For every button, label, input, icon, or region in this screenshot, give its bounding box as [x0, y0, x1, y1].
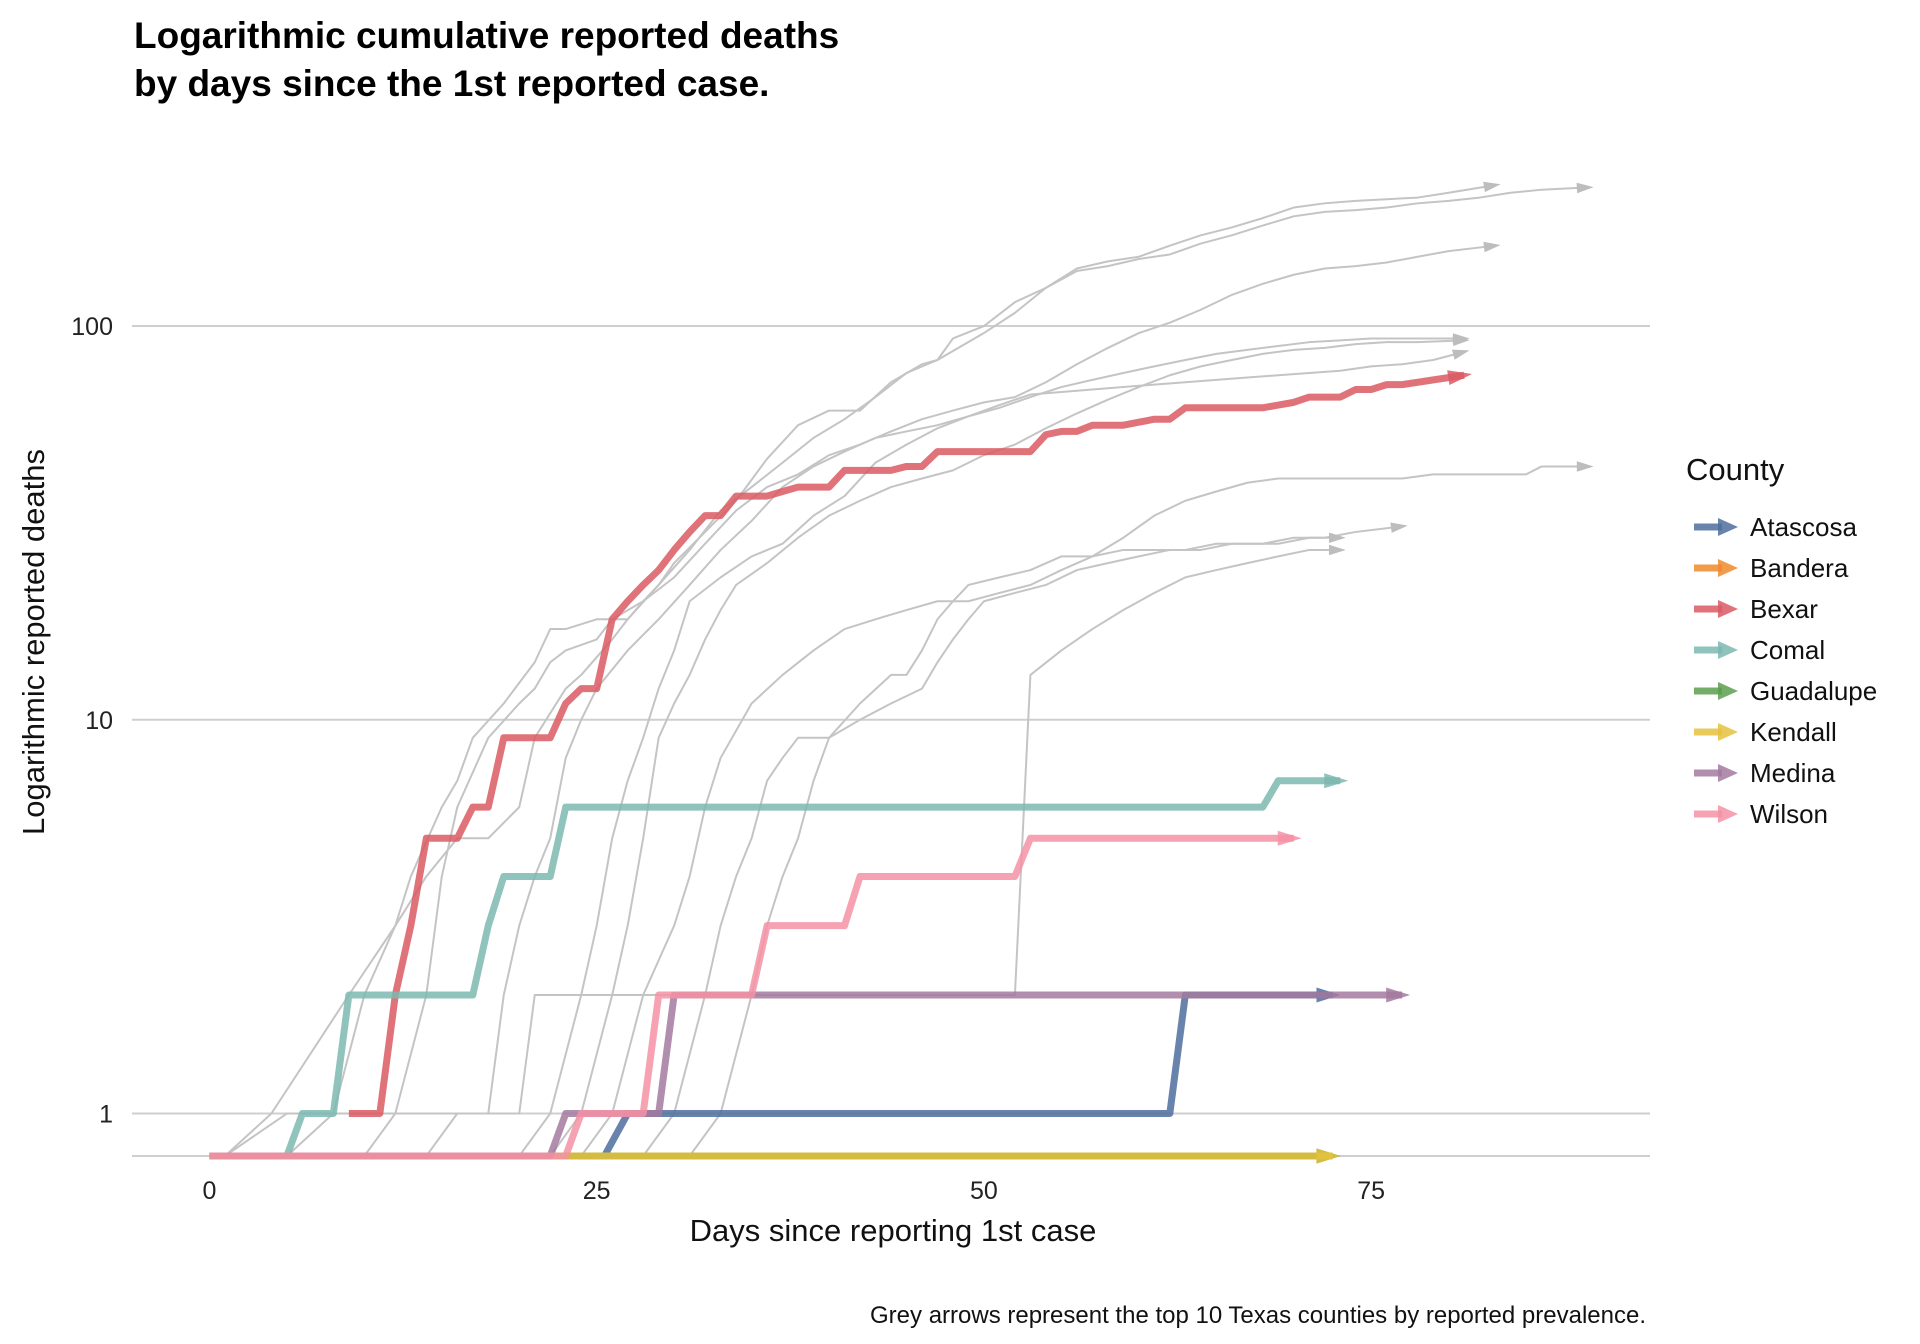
- legend: County Atascosa Bandera Bexar Comal Guadalup…: [1686, 452, 1877, 829]
- axis-ticks: 1 10 100 0 25 50 75: [71, 313, 1385, 1205]
- reference-county-arrowhead: [1483, 241, 1501, 253]
- reference-county-arrowhead: [1452, 335, 1470, 347]
- legend-key-arrow-bandera: [1718, 559, 1738, 577]
- series-line-wilson: [209, 834, 1294, 1160]
- legend-key-arrow-wilson: [1718, 805, 1738, 823]
- x-tick-label: 25: [583, 1177, 611, 1205]
- series-line-medina: [209, 991, 1403, 1160]
- reference-county-line: [580, 465, 1589, 1157]
- legend-label-bandera: Bandera: [1750, 553, 1849, 583]
- series-arrowhead-medina: [1386, 987, 1411, 1003]
- reference-county-line: [286, 184, 1496, 1157]
- y-tick-label: 10: [85, 707, 113, 735]
- legend-key-arrow-guadalupe: [1718, 682, 1738, 700]
- reference-county-line: [518, 350, 1465, 1157]
- reference-county-lines: [224, 181, 1594, 1157]
- chart-title-line-2: by days since the 1st reported case.: [134, 63, 769, 104]
- reference-county-arrowhead: [1329, 532, 1346, 543]
- reference-county-line: [688, 536, 1341, 1157]
- series-arrowhead-kendall: [1316, 1148, 1341, 1164]
- legend-key-arrow-bexar: [1718, 600, 1738, 618]
- series-arrowhead-comal: [1324, 773, 1349, 789]
- legend-key-arrow-comal: [1718, 641, 1738, 659]
- reference-county-arrowhead: [1329, 544, 1346, 556]
- legend-label-comal: Comal: [1750, 635, 1825, 665]
- legend-label-kendall: Kendall: [1750, 717, 1837, 747]
- legend-key-arrow-atascosa: [1718, 518, 1738, 536]
- reference-county-arrowhead: [1576, 182, 1594, 194]
- reference-county-arrowhead: [1390, 522, 1408, 533]
- x-axis-title: Days since reporting 1st case: [690, 1213, 1097, 1248]
- y-axis-title: Logarithmic reported deaths: [16, 449, 51, 835]
- reference-county-line: [363, 244, 1496, 1157]
- legend-label-guadalupe: Guadalupe: [1750, 676, 1877, 706]
- highlighted-county-lines: [209, 370, 1473, 1164]
- reference-county-arrowhead: [1451, 349, 1470, 360]
- reference-county-arrowhead: [1576, 461, 1594, 472]
- legend-title: County: [1686, 452, 1785, 487]
- legend-label-atascosa: Atascosa: [1750, 512, 1857, 542]
- reference-county-arrowhead: [1483, 181, 1501, 193]
- gridlines: [132, 325, 1650, 1157]
- series-line-bexar: [348, 371, 1465, 1118]
- legend-label-medina: Medina: [1750, 758, 1836, 788]
- chart-title-line-1: Logarithmic cumulative reported deaths: [134, 15, 839, 56]
- y-tick-label: 100: [71, 313, 113, 341]
- x-tick-label: 75: [1357, 1177, 1385, 1205]
- reference-county-line: [549, 339, 1465, 1157]
- chart-caption: Grey arrows represent the top 10 Texas c…: [870, 1302, 1646, 1329]
- reference-county-line: [224, 186, 1589, 1157]
- x-tick-label: 0: [202, 1177, 216, 1205]
- y-tick-label: 1: [99, 1101, 113, 1129]
- series-arrowhead-bexar: [1447, 370, 1473, 386]
- legend-key-arrow-medina: [1718, 764, 1738, 782]
- reference-county-line: [425, 337, 1465, 1157]
- series-line-atascosa: [209, 991, 1333, 1160]
- x-tick-label: 50: [970, 1177, 998, 1205]
- legend-label-wilson: Wilson: [1750, 799, 1828, 829]
- series-arrowhead-wilson: [1277, 830, 1302, 846]
- series-line-comal: [283, 777, 1341, 1158]
- legend-key-arrow-kendall: [1718, 723, 1738, 741]
- legend-label-bexar: Bexar: [1750, 594, 1818, 624]
